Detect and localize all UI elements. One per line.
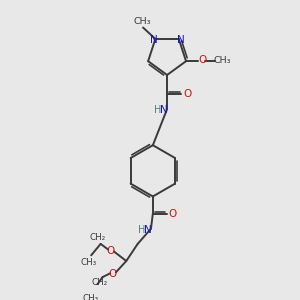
Text: CH₃: CH₃	[80, 258, 96, 267]
Text: CH₃: CH₃	[133, 17, 151, 26]
Text: H: H	[138, 225, 145, 235]
Text: N: N	[144, 225, 152, 235]
Text: CH₃: CH₃	[82, 293, 98, 300]
Text: N: N	[150, 35, 157, 45]
Text: O: O	[198, 55, 206, 65]
Text: O: O	[106, 246, 114, 256]
Text: H: H	[154, 105, 161, 115]
Text: O: O	[108, 269, 116, 279]
Text: N: N	[160, 105, 168, 115]
Text: O: O	[169, 208, 177, 218]
Text: CH₂: CH₂	[92, 278, 108, 287]
Text: O: O	[183, 89, 191, 99]
Text: CH₃: CH₃	[213, 56, 231, 65]
Text: N: N	[177, 35, 184, 45]
Text: CH₂: CH₂	[90, 233, 106, 242]
